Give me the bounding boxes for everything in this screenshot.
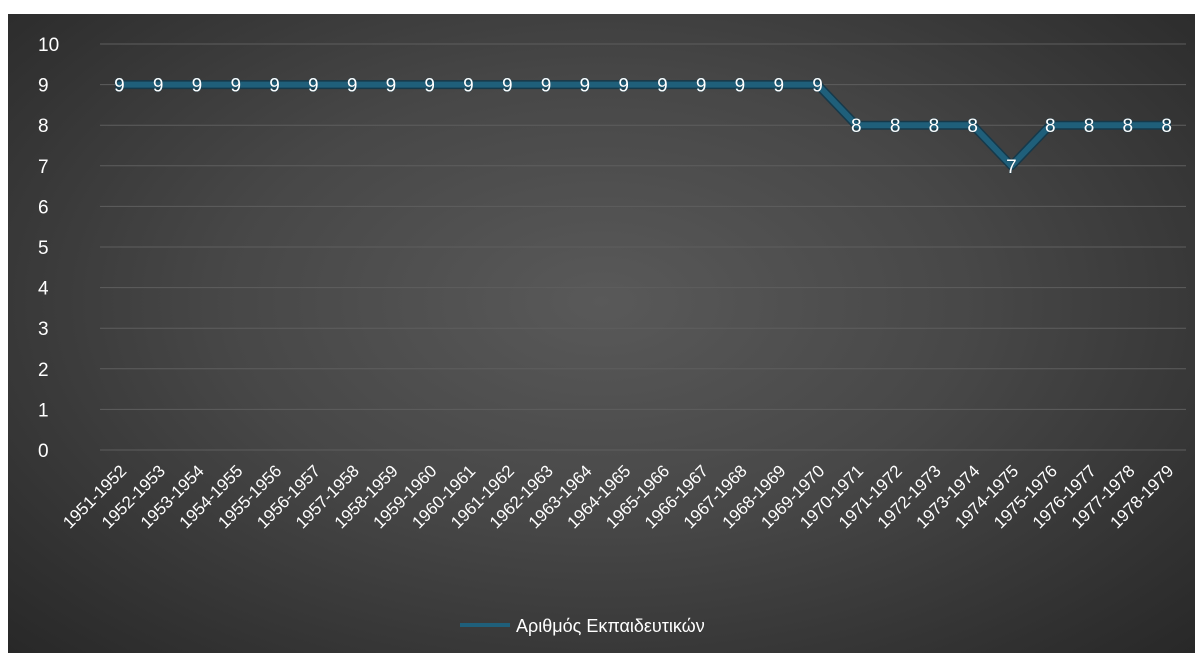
gridlines — [100, 43, 1186, 451]
data-point — [116, 82, 122, 88]
data-label: 9 — [347, 76, 358, 97]
data-point — [1164, 122, 1170, 128]
data-label: 9 — [269, 76, 280, 97]
y-tick-label: 5 — [38, 238, 49, 259]
data-point — [1047, 122, 1053, 128]
data-label: 8 — [1161, 116, 1172, 137]
data-label: 9 — [812, 76, 823, 97]
data-point — [427, 82, 433, 88]
data-label: 9 — [696, 76, 707, 97]
data-point — [388, 82, 394, 88]
data-point — [737, 82, 743, 88]
y-axis-ticks: 0 1 2 3 4 5 6 7 8 9 10 — [38, 35, 59, 462]
data-point — [621, 82, 627, 88]
data-label: 8 — [1084, 116, 1095, 137]
data-point — [892, 122, 898, 128]
data-label: 8 — [929, 116, 940, 137]
x-axis-ticks: 1951-19521952-19531953-19541954-19551955… — [59, 461, 1177, 532]
data-label: 9 — [773, 76, 784, 97]
data-point — [543, 82, 549, 88]
data-point — [776, 82, 782, 88]
data-point — [698, 82, 704, 88]
data-point — [853, 122, 859, 128]
y-tick-label: 8 — [38, 116, 49, 137]
data-point — [659, 82, 665, 88]
data-label: 9 — [153, 76, 164, 97]
y-tick-label: 3 — [38, 319, 49, 340]
data-point — [465, 82, 471, 88]
data-label: 9 — [192, 76, 203, 97]
data-point — [310, 82, 316, 88]
series-layer — [114, 80, 1172, 171]
data-labels: 9 9 9 9 9 9 9 9 9 9 9 9 9 9 9 9 9 9 9 8 8 8 8 7 8 8 8 8 — [114, 75, 1172, 178]
y-tick-label: 2 — [38, 360, 49, 381]
data-label: 8 — [890, 116, 901, 137]
data-point — [931, 122, 937, 128]
y-tick-label: 1 — [38, 400, 49, 421]
data-label: 9 — [424, 76, 435, 97]
series-line — [116, 81, 1170, 169]
data-label: 9 — [463, 76, 474, 97]
data-label: 9 — [657, 76, 668, 97]
data-point — [1086, 122, 1092, 128]
line-chart: 0 1 2 3 4 5 6 7 8 9 10 1951-19521952-19531953-1954… — [38, 35, 1186, 636]
data-label: 9 — [308, 76, 319, 97]
data-point — [970, 122, 976, 128]
data-label: 9 — [502, 76, 513, 97]
y-tick-label: 10 — [38, 35, 59, 56]
y-tick-label: 6 — [38, 197, 49, 218]
legend-label: Αριθμός Εκπαιδευτικών — [516, 616, 705, 636]
data-label: 9 — [114, 76, 125, 97]
data-label: 9 — [580, 76, 591, 97]
y-tick-label: 7 — [38, 157, 49, 178]
data-label: 7 — [1006, 157, 1017, 178]
data-point — [155, 82, 161, 88]
legend: Αριθμός Εκπαιδευτικών — [460, 616, 705, 636]
y-tick-label: 9 — [38, 76, 49, 97]
data-label: 8 — [967, 116, 978, 137]
y-tick-label: 0 — [38, 441, 49, 462]
data-point — [582, 82, 588, 88]
chart-area: 0 1 2 3 4 5 6 7 8 9 10 1951-1952 1952-1953 1953-1954… — [8, 14, 1195, 653]
data-label: 8 — [1123, 116, 1134, 137]
data-point — [349, 82, 355, 88]
data-point — [1008, 163, 1014, 169]
data-label: 8 — [851, 116, 862, 137]
data-point — [272, 82, 278, 88]
data-label: 9 — [735, 76, 746, 97]
data-label: 9 — [618, 76, 629, 97]
y-tick-label: 4 — [38, 279, 49, 300]
data-label: 8 — [1045, 116, 1056, 137]
data-label: 9 — [541, 76, 552, 97]
data-label: 9 — [386, 76, 397, 97]
data-point — [815, 82, 821, 88]
data-label: 9 — [230, 76, 241, 97]
data-point — [1125, 122, 1131, 128]
data-point — [504, 82, 510, 88]
data-point — [194, 82, 200, 88]
data-point — [233, 82, 239, 88]
